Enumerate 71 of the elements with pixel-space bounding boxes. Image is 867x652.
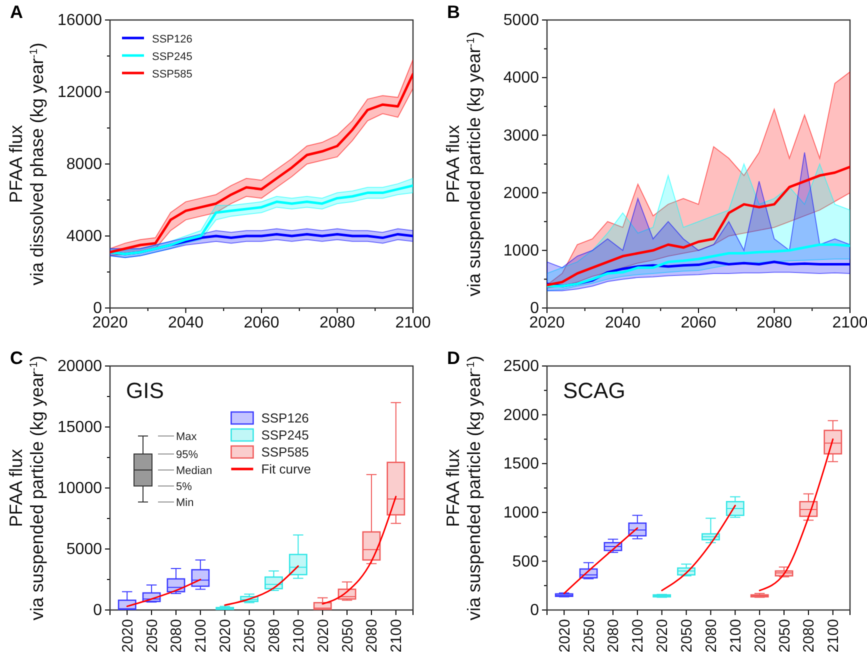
x-tick-label: 2080 [364,619,381,652]
x-tick-label: 2050 [144,619,161,652]
x-tick-label: 2020 [752,619,769,652]
x-tick-label: 2100 [630,619,647,652]
x-tick-label: 2100 [388,619,406,652]
x-tick-label: 2080 [605,619,622,652]
y-tick-label: 20000 [58,358,102,376]
x-tick-label: 2080 [756,314,792,332]
x-tick-label: 2100 [727,619,744,652]
x-tick-label: 2100 [192,619,210,652]
x-tick-label: 2050 [580,619,598,652]
x-tick-label: 2100 [395,314,431,332]
y-tick-label: 10000 [58,480,102,498]
y-tick-label: 1500 [503,456,540,473]
y-tick-label: 3000 [503,127,540,144]
x-tick-label: 2100 [825,619,842,652]
legend-label: SSP585 [152,68,192,80]
annotation: Median [176,465,212,477]
text: GIS [126,378,164,403]
y-tick-label: 5000 [66,541,102,558]
y-tick-label: 16000 [58,12,102,30]
legend-label: SSP126 [152,34,192,46]
legend-label: Fit curve [261,462,312,476]
annotation: 5% [176,481,192,493]
x-tick-label: 2100 [290,619,308,652]
x-tick-label: 2080 [168,619,186,652]
legend-label: SSP585 [261,444,309,460]
x-tick-label: 2100 [832,314,867,332]
y-tick-label: 0 [93,602,102,620]
text: D [447,348,460,368]
y-tick-label: 5000 [503,12,540,30]
x-tick-label: 2020 [314,619,332,652]
annotation: 95% [176,449,198,461]
legend-label: SSP245 [152,51,192,63]
x-tick-label: 2040 [604,314,641,332]
y-tick-label: 15000 [58,419,102,436]
text: A [10,2,23,22]
x-tick-label: 2050 [339,619,356,652]
y-tick-label: 4000 [503,70,540,87]
y-tick-label: 0 [530,602,540,620]
y-tick-label: 2500 [503,358,540,376]
annotation: Max [176,431,198,443]
y-tick-label: 8000 [66,156,102,174]
legend-label: SSP126 [261,410,309,426]
text: B [447,2,460,22]
y-tick-label: 500 [512,553,540,570]
y-tick-label: 1000 [503,504,540,522]
x-tick-label: 2050 [678,619,696,652]
x-tick-label: 2080 [800,619,818,652]
y-tick-label: 2000 [503,406,540,424]
annotation: Min [176,497,194,509]
y-tick-label: 12000 [58,84,102,102]
y-tick-label: 4000 [66,228,102,246]
x-tick-label: 2020 [654,619,672,652]
text: SCAG [563,378,626,403]
x-tick-label: 2020 [556,619,574,652]
x-tick-label: 2020 [119,619,136,652]
x-tick-label: 2050 [242,619,259,652]
x-tick-label: 2060 [680,314,716,332]
x-tick-label: 2080 [319,314,356,332]
y-tick-label: 2000 [503,184,540,202]
x-tick-label: 2080 [266,619,283,652]
y-tick-label: 1000 [503,242,540,260]
line-series [547,243,850,288]
x-tick-label: 2050 [776,619,794,652]
legend-label: SSP245 [261,428,309,442]
x-tick-label: 2060 [244,314,280,332]
text: C [10,348,23,368]
x-tick-label: 2040 [168,314,204,332]
x-tick-label: 2020 [217,619,234,652]
x-tick-label: 2080 [702,619,720,652]
